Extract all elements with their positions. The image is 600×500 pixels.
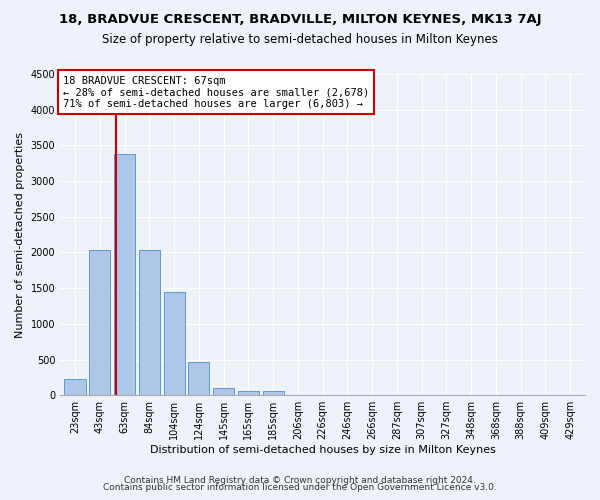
Text: Contains HM Land Registry data © Crown copyright and database right 2024.: Contains HM Land Registry data © Crown c… [124,476,476,485]
Bar [188,362,209,395]
Bar [213,388,234,395]
Bar [263,391,284,395]
Bar [89,250,110,395]
X-axis label: Distribution of semi-detached houses by size in Milton Keynes: Distribution of semi-detached houses by … [149,445,496,455]
Bar [64,379,86,395]
Text: Contains public sector information licensed under the Open Government Licence v3: Contains public sector information licen… [103,484,497,492]
Bar [139,250,160,395]
Text: Size of property relative to semi-detached houses in Milton Keynes: Size of property relative to semi-detach… [102,32,498,46]
Bar [238,391,259,395]
Text: 18, BRADVUE CRESCENT, BRADVILLE, MILTON KEYNES, MK13 7AJ: 18, BRADVUE CRESCENT, BRADVILLE, MILTON … [59,12,541,26]
Bar [114,154,135,395]
Text: 18 BRADVUE CRESCENT: 67sqm
← 28% of semi-detached houses are smaller (2,678)
71%: 18 BRADVUE CRESCENT: 67sqm ← 28% of semi… [63,76,369,109]
Y-axis label: Number of semi-detached properties: Number of semi-detached properties [15,132,25,338]
Bar [164,292,185,395]
